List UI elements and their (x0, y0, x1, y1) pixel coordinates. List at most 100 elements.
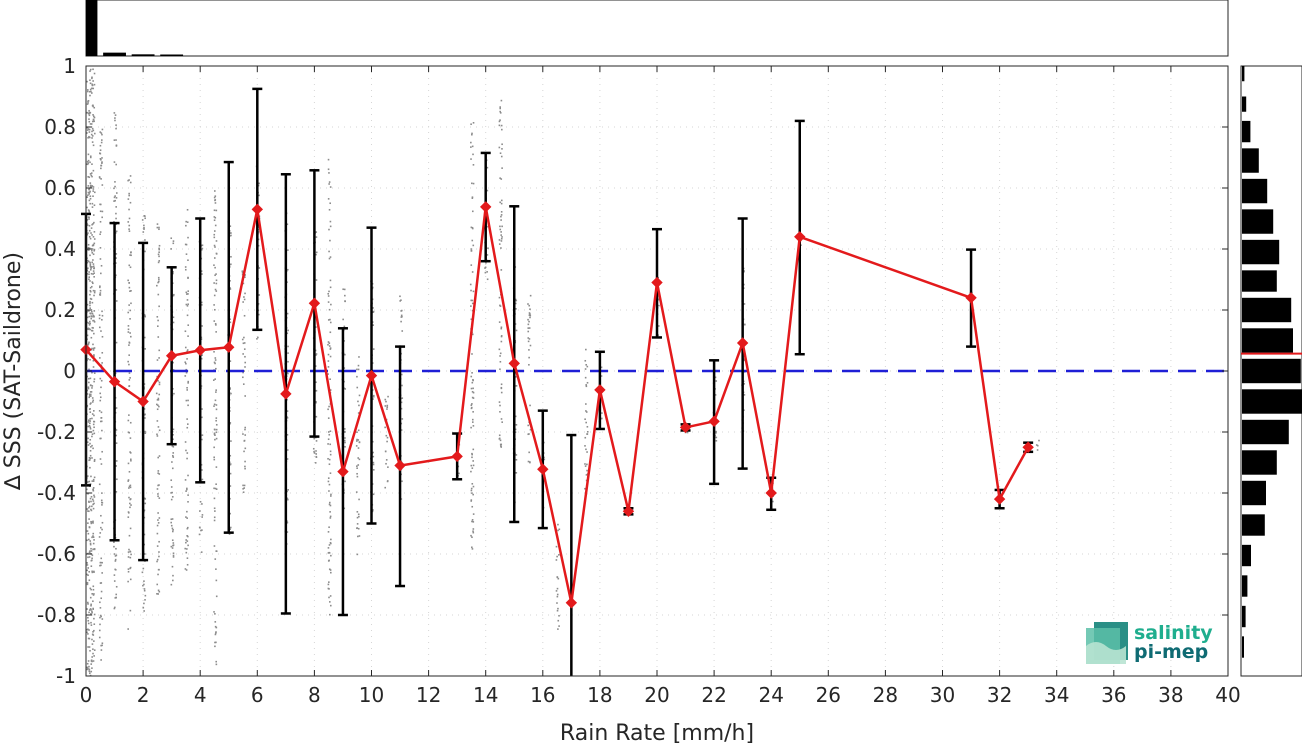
scatter-point (141, 219, 144, 221)
scatter-point (87, 425, 90, 428)
scatter-point (128, 264, 131, 267)
scatter-point (87, 100, 89, 103)
scatter-point (344, 300, 346, 303)
scatter-point (401, 315, 403, 318)
scatter-point (130, 289, 132, 292)
scatter-point (89, 79, 91, 82)
scatter-point (470, 146, 472, 148)
scatter-point (89, 384, 92, 386)
scatter-point (158, 226, 160, 229)
scatter-point (113, 161, 116, 163)
scatter-point (313, 452, 316, 454)
scatter-point (471, 196, 474, 198)
scatter-point (91, 435, 93, 438)
scatter-point (143, 553, 146, 555)
scatter-point (358, 394, 361, 397)
scatter-point (89, 237, 92, 240)
data-point-marker (479, 201, 492, 213)
scatter-point (214, 645, 216, 648)
scatter-point (286, 410, 289, 412)
data-point-marker (394, 459, 406, 472)
scatter-point (244, 434, 247, 436)
scatter-point (400, 310, 402, 312)
scatter-point (86, 90, 89, 93)
scatter-point (515, 308, 517, 310)
scatter-point (472, 513, 475, 515)
scatter-point (258, 267, 261, 269)
scatter-point (500, 443, 503, 446)
scatter-point (600, 366, 603, 369)
scatter-point (184, 266, 187, 268)
scatter-point (143, 580, 145, 582)
scatter-point (143, 497, 146, 500)
scatter-point (200, 301, 203, 304)
scatter-point (229, 388, 231, 390)
scatter-point (471, 396, 474, 399)
scatter-point (328, 183, 330, 185)
scatter-point (213, 219, 216, 222)
scatter-point (171, 518, 174, 520)
scatter-point (93, 310, 96, 312)
scatter-point (557, 607, 559, 610)
scatter-point (186, 563, 189, 566)
scatter-point (90, 608, 92, 611)
scatter-point (143, 408, 146, 410)
scatter-point (100, 411, 103, 414)
x-tick-label: 30 (930, 683, 955, 707)
scatter-point (93, 83, 96, 86)
scatter-point (257, 226, 260, 229)
scatter-point (229, 472, 232, 475)
scatter-point (93, 332, 95, 335)
scatter-point (88, 480, 91, 483)
right-histogram-bar (1242, 239, 1280, 265)
scatter-point (357, 464, 360, 466)
scatter-point (187, 382, 189, 384)
scatter-point (91, 244, 94, 247)
scatter-point (86, 224, 89, 226)
scatter-point (86, 127, 89, 129)
scatter-point (113, 607, 116, 610)
scatter-point (157, 568, 160, 571)
scatter-point (100, 649, 103, 651)
scatter-point (470, 387, 473, 390)
scatter-point (500, 418, 503, 420)
scatter-point (385, 462, 387, 465)
scatter-point (89, 483, 92, 485)
scatter-point (215, 431, 218, 434)
scatter-point (186, 314, 189, 317)
scatter-point (501, 143, 503, 146)
scatter-point (92, 327, 94, 329)
scatter-point (91, 137, 93, 139)
scatter-point (400, 314, 403, 317)
scatter-point (172, 321, 175, 324)
scatter-point (500, 340, 503, 343)
scatter-point (88, 112, 91, 115)
x-tick-label: 2 (137, 683, 150, 707)
scatter-point (372, 396, 375, 398)
scatter-point (528, 314, 531, 316)
scatter-point (287, 489, 289, 491)
scatter-point (91, 444, 93, 447)
scatter-point (86, 668, 89, 671)
scatter-point (88, 315, 91, 318)
scatter-point (357, 447, 360, 449)
scatter-point (258, 182, 260, 185)
scatter-point (528, 338, 531, 340)
scatter-point (128, 363, 130, 366)
scatter-point (89, 88, 92, 91)
scatter-point (657, 325, 660, 327)
scatter-point (185, 371, 188, 374)
scatter-point (329, 515, 332, 518)
scatter-point (214, 216, 217, 219)
scatter-point (329, 331, 332, 334)
scatter-point (114, 117, 116, 119)
scatter-point (385, 400, 387, 403)
scatter-point (93, 432, 96, 435)
scatter-point (242, 484, 244, 487)
right-histogram-bar (1242, 358, 1301, 384)
scatter-point (87, 259, 89, 262)
scatter-point (88, 199, 91, 202)
x-tick-label: 14 (473, 683, 498, 707)
scatter-point (100, 167, 102, 170)
scatter-point (88, 218, 90, 220)
